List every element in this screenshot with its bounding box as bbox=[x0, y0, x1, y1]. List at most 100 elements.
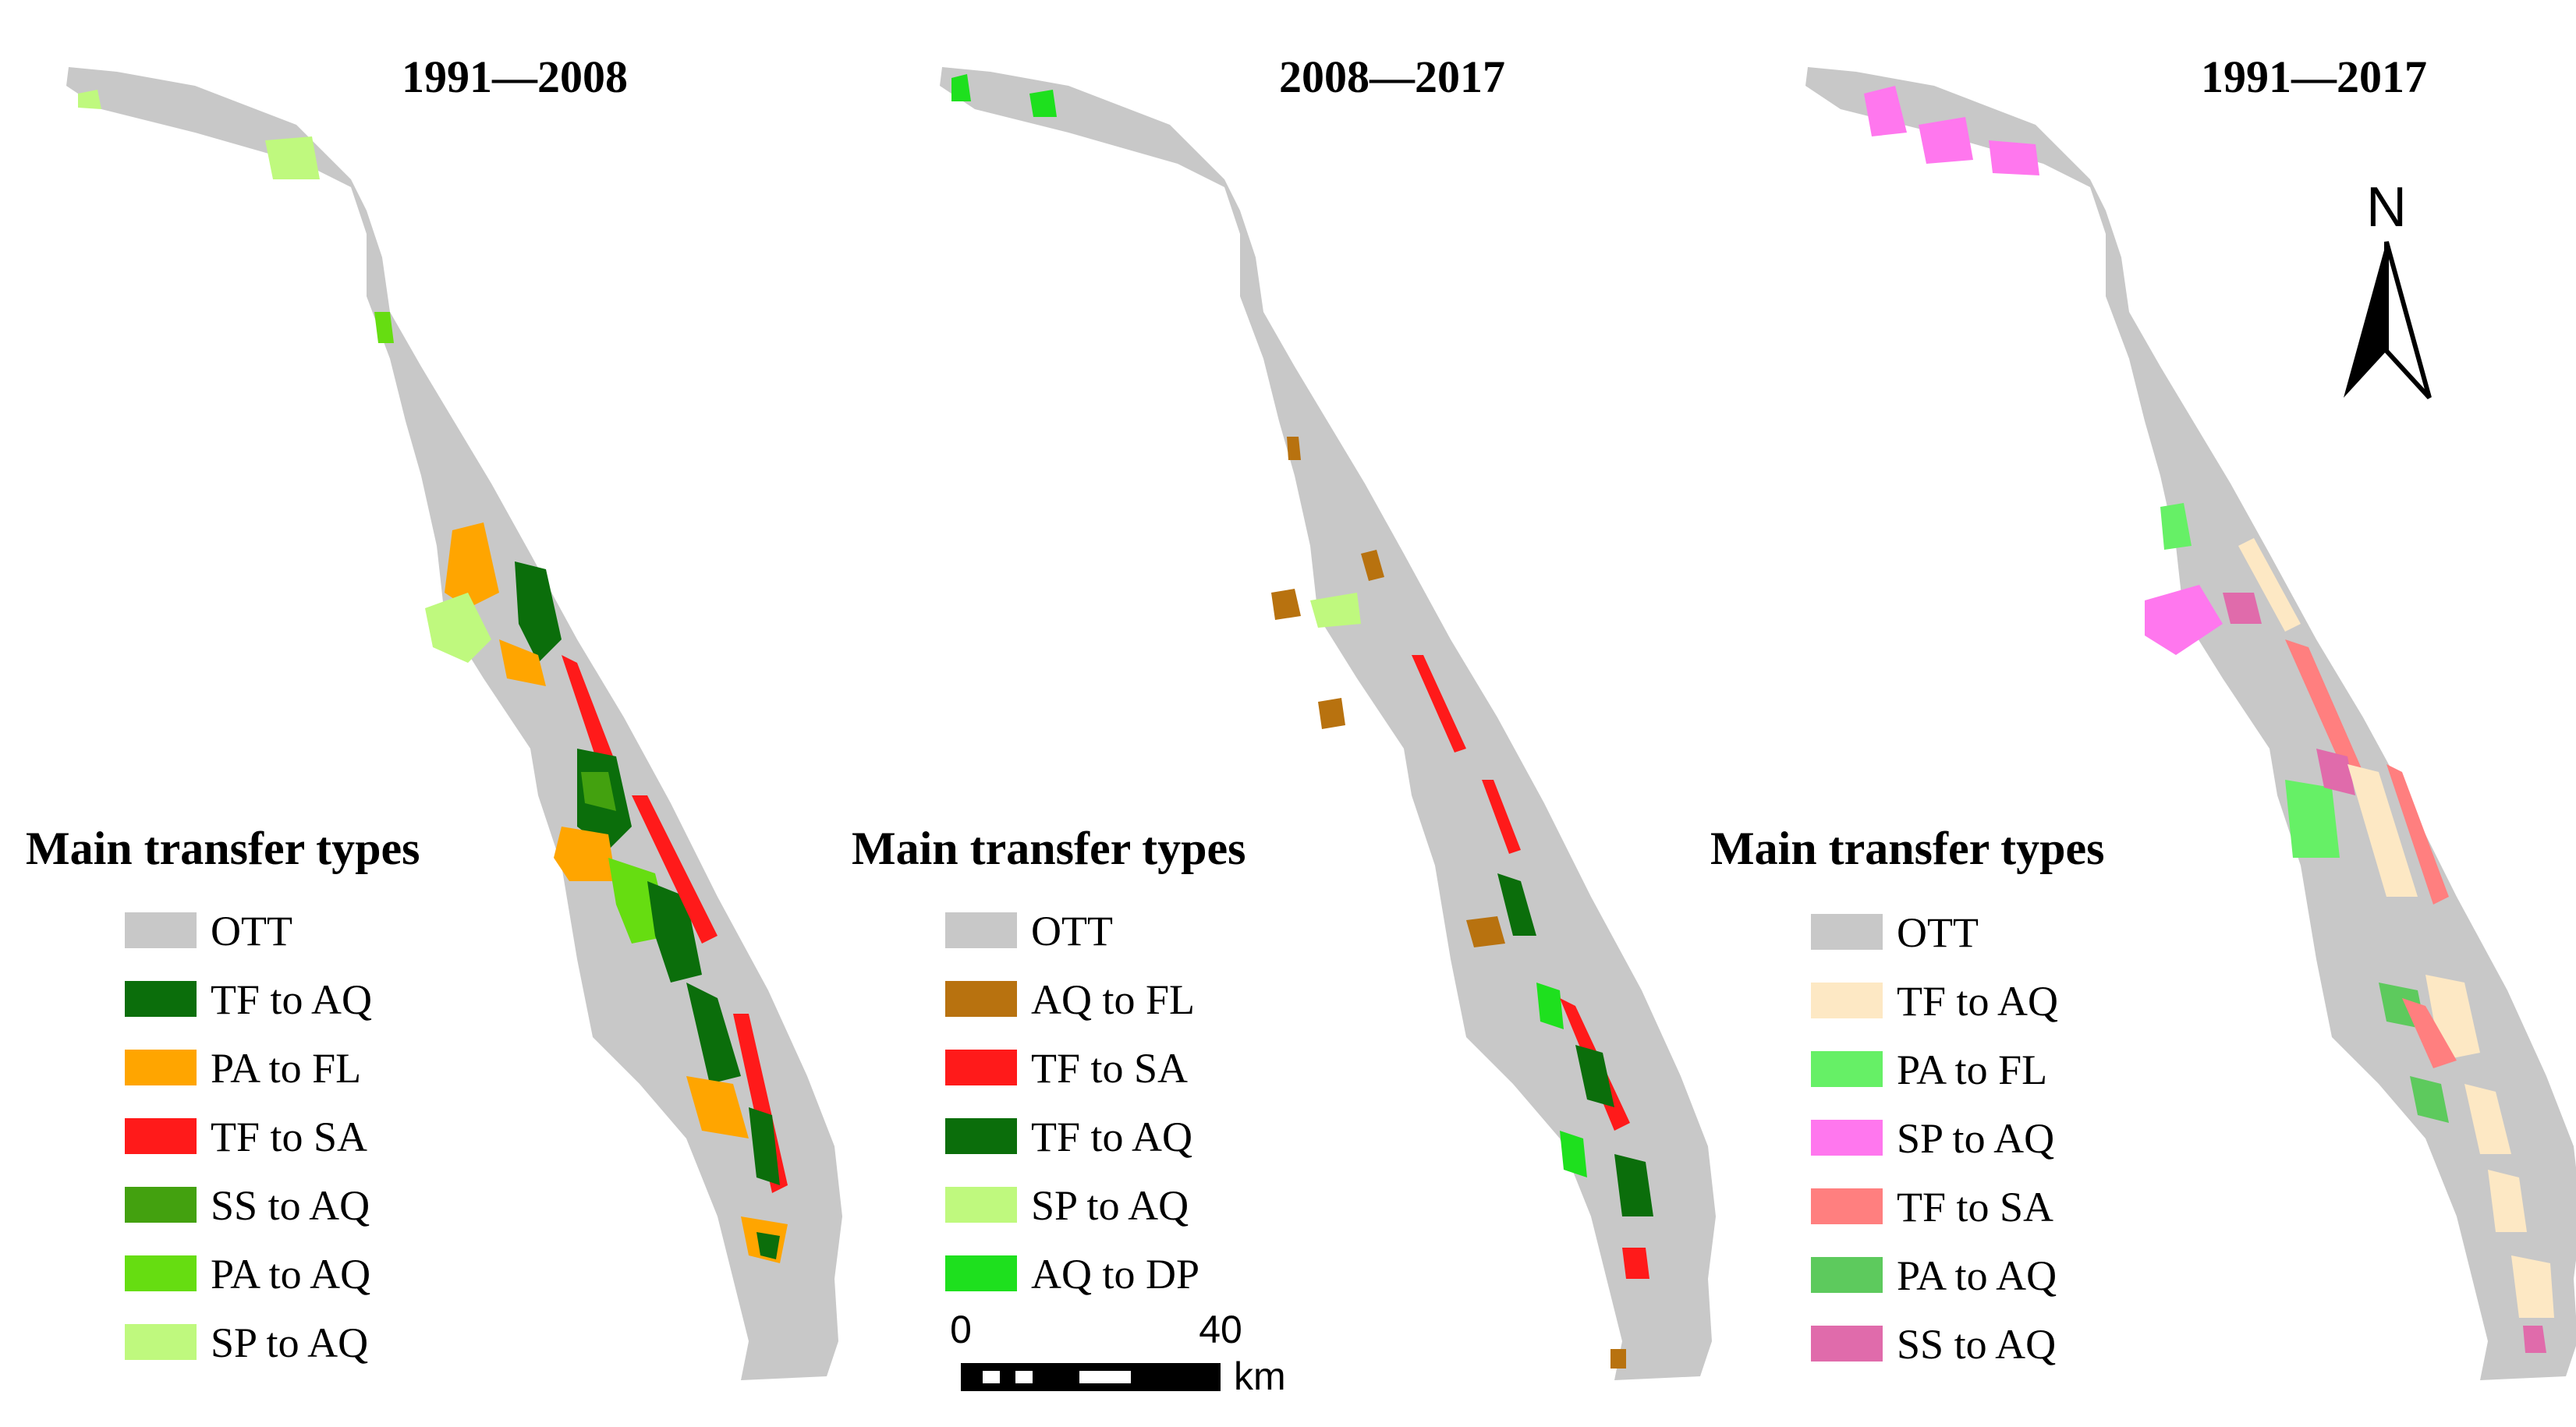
patch-sp-to-aq bbox=[2145, 585, 2223, 655]
patch-pa-to-aq bbox=[374, 312, 394, 343]
patch-tf-to-aq bbox=[2238, 538, 2301, 632]
north-arrow-label: N bbox=[2366, 176, 2407, 239]
legend-swatch bbox=[125, 1118, 197, 1154]
period-title: 2008—2017 bbox=[1279, 51, 1505, 102]
patch-tf-to-aq bbox=[1575, 1045, 1614, 1107]
patch-aq-to-dp bbox=[951, 74, 971, 101]
patch-aq-to-dp bbox=[1029, 90, 1057, 117]
legend-swatch bbox=[945, 1118, 1017, 1154]
legend-label: SS to AQ bbox=[1897, 1321, 2056, 1368]
legend-label: OTT bbox=[1031, 908, 1113, 954]
patch-pa-to-fl bbox=[445, 522, 499, 608]
patch-aq-to-dp bbox=[1536, 983, 1564, 1029]
patch-tf-to-sa bbox=[1482, 780, 1521, 854]
legend-swatch bbox=[945, 912, 1017, 948]
patch-tf-to-aq bbox=[2347, 764, 2418, 897]
legend-title: Main transfer types bbox=[852, 823, 1246, 874]
legend-label: SP to AQ bbox=[1897, 1115, 2054, 1162]
patch-tf-to-aq bbox=[515, 561, 562, 663]
patch-aq-to-fl bbox=[1271, 589, 1301, 620]
patch-tf-to-aq bbox=[757, 1232, 780, 1259]
legend-2008-2017: Main transfer types OTT AQ to FL TF to SA T… bbox=[852, 823, 1246, 1298]
patch-pa-to-fl bbox=[554, 827, 616, 881]
patch-tf-to-sa bbox=[2402, 998, 2457, 1068]
legend-label: PA to FL bbox=[211, 1045, 361, 1092]
legend-swatch bbox=[125, 1050, 197, 1085]
patch-tf-to-aq bbox=[749, 1107, 780, 1185]
patch-tf-to-aq bbox=[1497, 873, 1536, 936]
legend-swatch bbox=[125, 1187, 197, 1223]
legend-label: TF to SA bbox=[1031, 1045, 1188, 1092]
legend-label: TF to AQ bbox=[1897, 978, 2058, 1025]
legend-label: TF to SA bbox=[1897, 1184, 2053, 1230]
patch-sp-to-aq bbox=[1310, 593, 1361, 628]
map-panel-2008-2017: 2008—2017 Main transfer types OTT AQ to F… bbox=[852, 51, 1716, 1398]
legend-label: OTT bbox=[211, 908, 292, 954]
legend-label: SP to AQ bbox=[211, 1319, 368, 1366]
legend-swatch bbox=[945, 1187, 1017, 1223]
legend-1991-2017: Main transfer types OTT TF to AQ PA to FL S… bbox=[1710, 823, 2105, 1368]
legend-swatch bbox=[1811, 914, 1883, 950]
legend-label: AQ to DP bbox=[1031, 1251, 1199, 1298]
legend-swatch bbox=[125, 1255, 197, 1291]
patch-tf-to-sa bbox=[2386, 764, 2449, 905]
patch-tf-to-sa bbox=[1412, 655, 1466, 752]
legend-swatch bbox=[1811, 1257, 1883, 1293]
patch-aq-to-dp bbox=[1560, 1131, 1587, 1177]
legend-1991-2008: Main transfer types OTT TF to AQ PA to FL T… bbox=[26, 823, 420, 1366]
patch-pa-to-fl bbox=[2160, 503, 2192, 550]
scale-bar-start-label: 0 bbox=[950, 1308, 972, 1351]
patch-tf-to-sa bbox=[562, 655, 616, 772]
patch-tf-to-aq bbox=[686, 983, 741, 1084]
patch-tf-to-aq bbox=[1614, 1154, 1653, 1216]
legend-label: AQ to FL bbox=[1031, 976, 1195, 1023]
patch-tf-to-sa bbox=[632, 795, 718, 944]
legend-swatch bbox=[1811, 983, 1883, 1018]
patch-aq-to-fl bbox=[1318, 698, 1345, 729]
patch-aq-to-fl bbox=[1610, 1349, 1626, 1369]
patch-aq-to-fl bbox=[1361, 550, 1384, 581]
map-panel-1991-2008: 1991—2008 Main transfer types OTT TF to A… bbox=[26, 51, 842, 1380]
legend-swatch bbox=[125, 1324, 197, 1360]
transfer-patches-1991-2008 bbox=[78, 90, 788, 1263]
legend-label: PA to AQ bbox=[1897, 1252, 2057, 1299]
north-arrow: N bbox=[2344, 176, 2432, 400]
patch-tf-to-sa bbox=[1622, 1248, 1649, 1279]
patch-sp-to-aq bbox=[425, 593, 491, 663]
legend-label: TF to SA bbox=[211, 1114, 367, 1160]
legend-swatch bbox=[945, 981, 1017, 1017]
patch-ss-to-aq bbox=[2223, 593, 2262, 624]
legend-swatch bbox=[1811, 1051, 1883, 1087]
legend-swatch bbox=[125, 912, 197, 948]
legend-label: TF to AQ bbox=[211, 976, 372, 1023]
patch-ss-to-aq bbox=[2316, 749, 2355, 795]
patch-aq-to-fl bbox=[1466, 916, 1505, 947]
scale-bar-unit: km bbox=[1234, 1354, 1286, 1398]
legend-label: PA to FL bbox=[1897, 1046, 2047, 1093]
legend-swatch bbox=[1811, 1120, 1883, 1156]
legend-label: TF to AQ bbox=[1031, 1114, 1192, 1160]
patch-pa-to-fl bbox=[686, 1076, 749, 1138]
patch-tf-to-aq bbox=[2488, 1170, 2527, 1232]
patch-pa-to-fl bbox=[2285, 780, 2340, 858]
scale-bar-segment bbox=[1079, 1371, 1131, 1383]
scale-bar-segment bbox=[983, 1371, 1000, 1383]
north-arrow-icon-outline bbox=[2384, 241, 2432, 400]
patch-tf-to-aq bbox=[2511, 1255, 2554, 1318]
scale-bar-segment bbox=[1015, 1371, 1033, 1383]
patch-sp-to-aq bbox=[78, 90, 101, 109]
transfer-patches-2008-2017 bbox=[951, 74, 1653, 1369]
patch-tf-to-aq bbox=[2464, 1084, 2511, 1154]
patch-ss-to-aq bbox=[581, 772, 616, 811]
legend-swatch bbox=[1811, 1188, 1883, 1224]
north-arrow-icon bbox=[2344, 242, 2386, 398]
legend-swatch bbox=[1811, 1326, 1883, 1361]
map-panel-1991-2017: 1991—2017 Main transfer types OTT TF to A… bbox=[1710, 51, 2576, 1380]
legend-title: Main transfer types bbox=[26, 823, 420, 874]
scale-bar: 0 40 km bbox=[950, 1308, 1286, 1398]
legend-label: OTT bbox=[1897, 909, 1979, 956]
legend-label: SS to AQ bbox=[211, 1182, 370, 1229]
legend-swatch bbox=[125, 981, 197, 1017]
patch-sp-to-aq bbox=[1919, 117, 1973, 164]
